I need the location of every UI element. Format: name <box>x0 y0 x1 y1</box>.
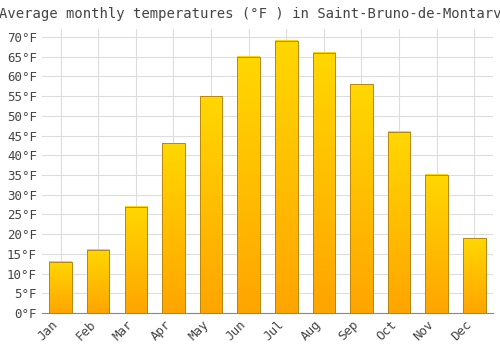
Title: Average monthly temperatures (°F ) in Saint-Bruno-de-Montarville: Average monthly temperatures (°F ) in Sa… <box>0 7 500 21</box>
Bar <box>124 206 147 313</box>
Bar <box>87 250 110 313</box>
Bar <box>162 144 184 313</box>
Bar <box>350 84 372 313</box>
Bar <box>50 262 72 313</box>
Bar <box>200 96 222 313</box>
Bar <box>312 53 335 313</box>
Bar <box>275 41 297 313</box>
Bar <box>426 175 448 313</box>
Bar <box>388 132 410 313</box>
Bar <box>238 57 260 313</box>
Bar <box>463 238 485 313</box>
